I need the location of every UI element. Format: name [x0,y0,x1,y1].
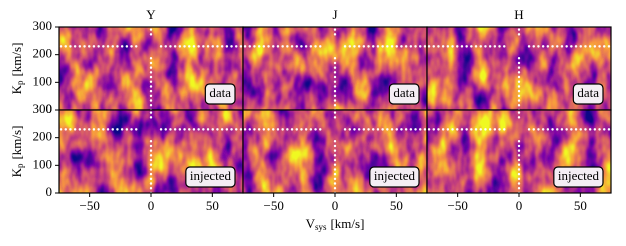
annotation-box [369,166,420,188]
annotation: data [393,85,415,100]
x-axis-label: Vsys [km/s] [306,216,365,232]
y-axis-label: Kp [km/s] [9,43,25,95]
label-unit: [km/s] [9,43,24,77]
annotation-box [553,166,604,188]
label-subscript: sys [315,222,327,232]
x-tick-label: 0 [148,198,155,213]
panel-title: Y [146,7,156,22]
annotation: injected [558,168,600,183]
y-tick-label: 300 [33,101,53,116]
annotation: data [577,85,599,100]
x-tick-label: −50 [263,198,283,213]
y-tick-label: 300 [33,18,53,33]
panel-title: J [332,7,337,22]
label-unit: [km/s] [330,216,364,231]
label-subscript: p [15,163,25,168]
x-tick-label: −50 [447,198,467,213]
x-tick-label: −50 [79,198,99,213]
annotation-box [572,83,604,105]
annotation: injected [190,168,232,183]
y-tick-label: 100 [33,156,53,171]
annotation: injected [374,168,416,183]
label-subscript: p [15,80,25,85]
x-tick-label: 0 [516,198,523,213]
label-text: V [306,216,316,231]
annotation: data [209,85,231,100]
panel-title: H [514,7,523,22]
y-tick-label: 0 [46,101,53,116]
y-tick-label: 200 [33,46,53,61]
y-axis-label: Kp [km/s] [9,126,25,178]
annotation-box [204,83,236,105]
x-tick-label: 50 [574,198,587,213]
x-tick-label: 0 [332,198,339,213]
annotation-box [185,166,236,188]
label-text: K [9,167,24,177]
y-tick-label: 100 [33,73,53,88]
y-tick-label: 0 [46,184,53,199]
y-tick-label: 200 [33,129,53,144]
x-tick-label: 50 [206,198,219,213]
label-text: K [9,84,24,94]
x-tick-label: 50 [390,198,403,213]
annotation-box [388,83,420,105]
label-unit: [km/s] [9,126,24,160]
